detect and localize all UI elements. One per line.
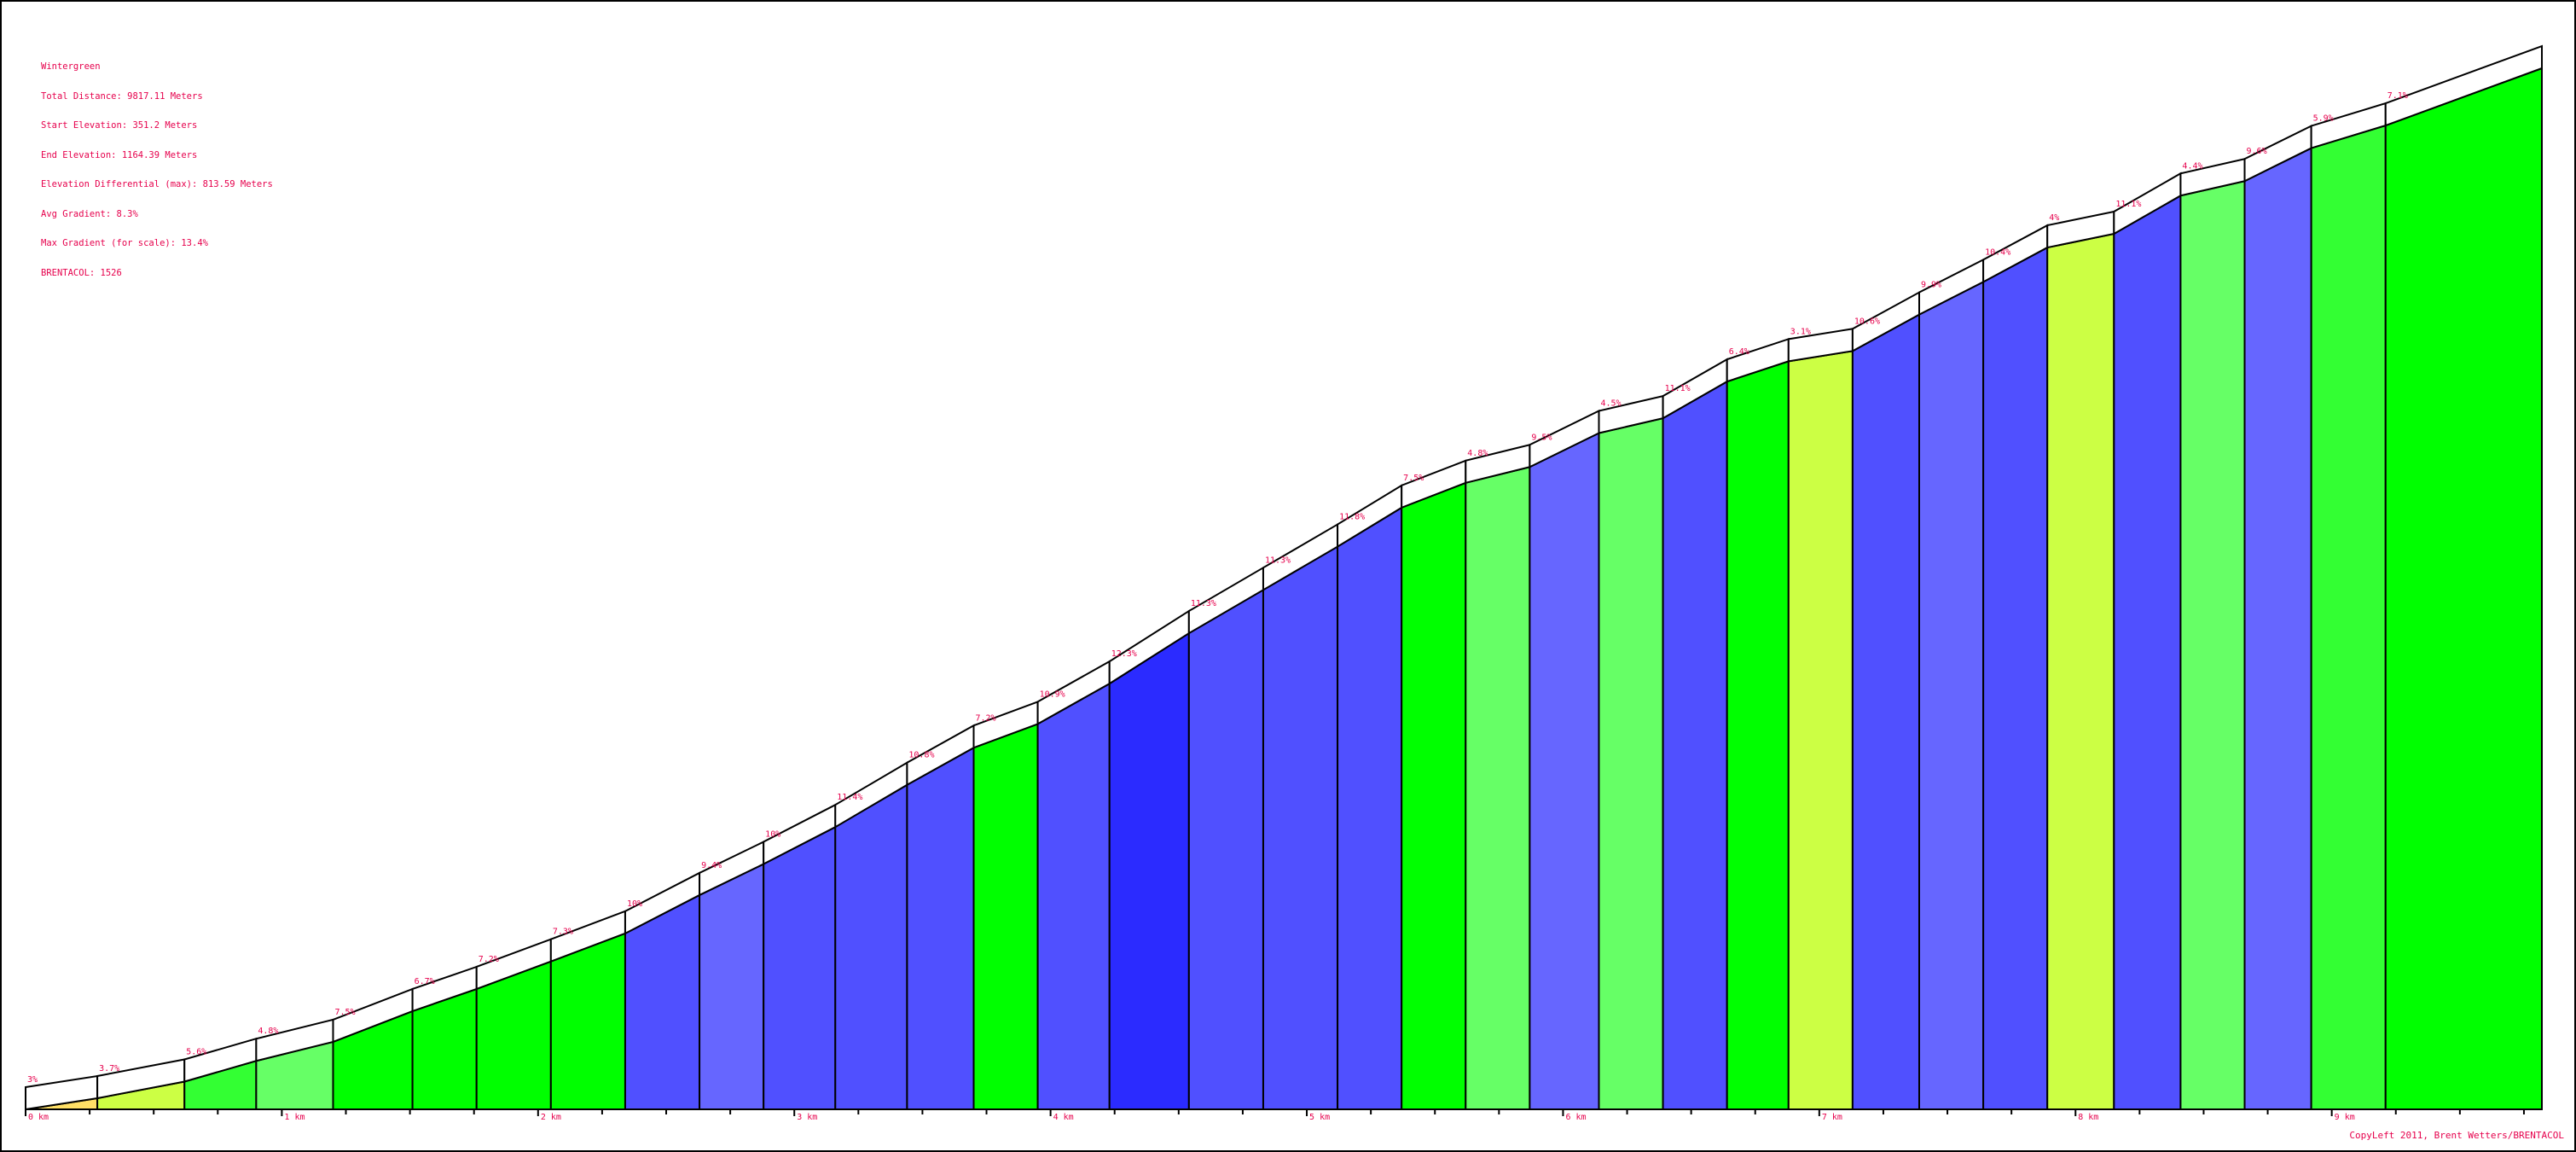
gradient-label: 11.1% (1665, 384, 1691, 393)
climb-name: Wintergreen (41, 61, 101, 72)
segment-band (2384, 44, 2543, 127)
segment-bar (1187, 588, 1264, 1110)
total-distance: Total Distance: 9817.11 Meters (41, 90, 203, 102)
gradient-label: 4% (2049, 213, 2059, 223)
segment-bar (2243, 146, 2312, 1110)
gradient-label: 11.4% (837, 793, 862, 802)
gradient-label: 11.1% (2115, 200, 2141, 209)
x-tick-label: 1 km (284, 1113, 305, 1122)
gradient-label: 11.8% (1339, 513, 1365, 522)
gradient-label: 9.4% (701, 861, 722, 870)
elevation-differential: Elevation Differential (max): 813.59 Met… (41, 179, 273, 189)
segment-bar (549, 932, 626, 1110)
x-tick-label: 8 km (2078, 1113, 2098, 1122)
segments-layer (25, 67, 2543, 1110)
x-tick-label: 0 km (28, 1113, 49, 1122)
gradient-labels-layer: 3% 3.7% 5.6% 4.8% 7.5% 6.7% 7.2% 7.3% 10% 9.4% 10%… (27, 91, 2408, 1085)
gradient-label: 10.6% (1854, 317, 1880, 326)
gradient-label: 5.6% (186, 1048, 206, 1057)
gradient-label: 7.5% (334, 1008, 355, 1017)
avg-gradient: Avg Gradient: 8.3% (41, 208, 138, 219)
x-tick-label: 2 km (541, 1113, 561, 1122)
gradient-label: 7.2% (976, 713, 996, 723)
segment-bar (1401, 481, 1467, 1110)
segment-bar (834, 783, 908, 1110)
segment-bar (1529, 431, 1600, 1110)
segment-bar (1465, 465, 1531, 1110)
brentacol-score: BRENTACOL: 1526 (41, 267, 122, 278)
gradient-label: 7.1% (2387, 91, 2408, 101)
start-elevation: Start Elevation: 351.2 Meters (41, 120, 198, 131)
max-gradient: Max Gradient (for scale): 13.4% (41, 238, 208, 248)
segment-bar (1787, 350, 1854, 1110)
gradient-label: 3.7% (99, 1064, 119, 1073)
gradient-label: 7.3% (553, 928, 573, 937)
x-tick-label: 7 km (1822, 1113, 1842, 1122)
gradient-label: 6.4% (1729, 347, 1749, 357)
segment-bar (2310, 124, 2387, 1110)
gradient-label: 9.6% (2247, 147, 2267, 156)
gradient-label: 10.4% (1985, 247, 2010, 257)
segment-bar (1337, 506, 1403, 1110)
segment-bar (699, 862, 765, 1110)
segment-bar (763, 825, 837, 1110)
gradient-label: 10% (765, 830, 780, 840)
segment-bar (1108, 631, 1190, 1110)
gradient-label: 7.5% (1403, 474, 1424, 483)
segment-bar (1982, 246, 2049, 1110)
gradient-label: 6.7% (415, 977, 435, 986)
segment-bar (1851, 312, 1921, 1110)
segment-bar (1662, 380, 1728, 1110)
segment-bar (906, 746, 975, 1110)
segment-bar (972, 722, 1039, 1110)
segment-bar (1036, 682, 1111, 1110)
x-tick-label: 6 km (1565, 1113, 1586, 1122)
x-tick-label: 3 km (797, 1113, 817, 1122)
gradient-label: 5.9% (2313, 114, 2334, 124)
copyleft-notice: CopyLeft 2011, Brent Wetters/BRENTACOL (2349, 1130, 2564, 1141)
gradient-label: 12.3% (1111, 649, 1137, 659)
end-elevation: End Elevation: 1164.39 Meters (41, 149, 198, 160)
gradient-label: 10.8% (908, 751, 934, 760)
segment-bar (2384, 67, 2543, 1110)
gradient-label: 9.5% (1531, 433, 1552, 442)
gradient-label: 4.5% (1601, 399, 1622, 409)
x-tick-label: 9 km (2335, 1113, 2355, 1122)
gradient-label: 3.1% (1790, 327, 1811, 336)
x-axis: 0 km 1 km 2 km 3 km 4 km 5 km 6 km 7 km 8 km 9 km (25, 1108, 2542, 1122)
segment-bar (1726, 359, 1790, 1110)
gradient-label: 10.9% (1040, 689, 1065, 699)
gradient-label: 4.8% (258, 1027, 278, 1036)
x-tick-label: 4 km (1053, 1113, 1074, 1122)
gradient-label: 7.2% (479, 955, 499, 964)
gradient-label: 4.8% (1467, 449, 1488, 458)
gradient-label: 4.4% (2182, 161, 2202, 171)
segment-bar (2179, 179, 2246, 1110)
gradient-label: 9.9% (1921, 281, 1941, 290)
segment-bar (1598, 416, 1664, 1110)
gradient-label: 3% (27, 1075, 38, 1085)
segment-bar (1262, 544, 1339, 1110)
x-tick-label: 5 km (1309, 1113, 1330, 1122)
segment-bar (1918, 280, 1985, 1110)
gradient-label: 11.3% (1191, 599, 1216, 608)
gradient-label: 10% (627, 899, 642, 909)
gradient-band-layer (25, 44, 2543, 1111)
gradient-label: 11.3% (1265, 556, 1291, 565)
segment-bar (2046, 232, 2115, 1110)
segment-bar (2113, 194, 2182, 1110)
climb-info: Wintergreen Total Distance: 9817.11 Mete… (41, 43, 273, 288)
